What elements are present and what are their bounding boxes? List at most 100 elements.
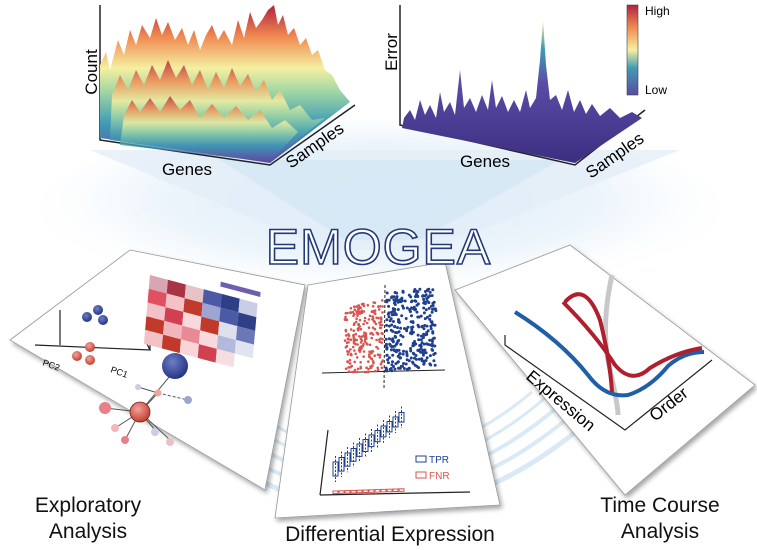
volcano-point-up (399, 342, 403, 346)
differential-content: TPR FNR (319, 284, 471, 496)
volcano-point-up (384, 337, 388, 341)
volcano-point-up (431, 288, 435, 292)
exploratory-caption-line2: Analysis (48, 520, 128, 543)
differential-caption: Differential Expression (285, 523, 495, 546)
volcano-point-down (380, 341, 384, 344)
volcano-point-down (353, 349, 356, 352)
volcano-point-up (432, 353, 436, 356)
volcano-point-down (347, 366, 350, 369)
volcano-point-down (378, 356, 382, 359)
volcano-point-up (422, 297, 426, 301)
volcano-point-up (425, 297, 429, 301)
volcano-plot (321, 284, 446, 391)
volcano-point-up (418, 287, 422, 291)
volcano-point-down (351, 345, 355, 349)
volcano-point-up (416, 323, 420, 327)
volcano-point-up (428, 338, 432, 342)
volcano-point-down (378, 326, 382, 330)
volcano-point-up (385, 369, 389, 373)
volcano-point-up (433, 323, 437, 327)
pca-points (72, 305, 108, 365)
volcano-point-up (396, 308, 400, 311)
volcano-point-down (349, 348, 352, 351)
volcano-point-down (374, 322, 378, 326)
volcano-point-down (381, 332, 384, 336)
volcano-point-up (403, 299, 407, 303)
volcano-point-down (347, 337, 350, 341)
error-surface (402, 20, 642, 163)
volcano-point-up (425, 342, 429, 346)
volcano-point-down (367, 360, 370, 363)
volcano-point-down (368, 343, 372, 347)
volcano-point-up (391, 320, 395, 323)
volcano-point-up (397, 366, 400, 370)
volcano-point-down (362, 304, 366, 308)
volcano-point-up (421, 294, 425, 298)
volcano-point-up (408, 310, 412, 314)
volcano-point-up (389, 328, 393, 332)
volcano-point-up (416, 302, 420, 306)
volcano-point-down (357, 307, 360, 310)
volcano-point-down (346, 360, 350, 364)
volcano-point-down (356, 367, 360, 371)
red-curve-2 (561, 300, 703, 378)
volcano-point-up (394, 335, 398, 339)
volcano-point-down (359, 361, 363, 364)
volcano-point-up (389, 367, 393, 370)
volcano-point-up (385, 347, 389, 351)
colorbar: High Low (626, 4, 670, 97)
volcano-point-down (373, 354, 377, 358)
volcano-point-up (427, 306, 431, 310)
volcano-point-down (363, 319, 367, 323)
volcano-point-up (385, 323, 389, 327)
volcano-point-down (355, 338, 359, 342)
volcano-point-down (376, 366, 380, 370)
volcano-point-down (360, 302, 364, 306)
volcano-point-up (427, 301, 431, 305)
volcano-point-down (371, 326, 375, 330)
volcano-point-down (363, 331, 366, 335)
volcano-point-down (379, 316, 383, 320)
volcano-point-down (344, 329, 348, 333)
volcano-point-up (387, 337, 391, 341)
exploratory-caption-line1: Exploratory (34, 494, 142, 517)
volcano-point-down (353, 305, 356, 309)
volcano-point-down (359, 341, 363, 344)
volcano-point-up (410, 306, 413, 310)
count-surface-plot: Count Genes Samples (82, 5, 356, 179)
volcano-point-up (429, 304, 433, 308)
volcano-point-up (428, 362, 432, 366)
volcano-point-down (362, 350, 366, 353)
volcano-point-down (352, 334, 355, 338)
volcano-point-up (409, 347, 413, 350)
fnr-box (362, 489, 369, 493)
volcano-point-up (420, 357, 424, 361)
volcano-point-down (377, 308, 381, 311)
volcano-point-up (423, 317, 427, 321)
volcano-point-down (356, 311, 359, 315)
volcano-point-up (395, 341, 399, 345)
volcano-point-up (409, 349, 413, 353)
volcano-point-up (395, 295, 399, 299)
legend-fnr: FNR (429, 471, 450, 482)
volcano-point-down (364, 334, 368, 337)
time-course-caption-line2: Analysis (620, 520, 700, 543)
volcano-point-up (393, 331, 397, 334)
volcano-point-down (354, 332, 358, 336)
volcano-point-down (352, 341, 356, 345)
volcano-point-up (422, 327, 426, 331)
volcano-point-up (411, 361, 415, 365)
volcano-point-up (415, 310, 419, 314)
volcano-point-up (387, 315, 391, 319)
volcano-point-up (387, 324, 391, 328)
volcano-point-up (385, 291, 389, 295)
volcano-point-up (405, 350, 408, 354)
volcano-point-down (358, 348, 362, 352)
volcano-point-down (352, 370, 356, 374)
volcano-point-up (417, 357, 421, 361)
volcano-point-down (354, 352, 358, 356)
volcano-point-up (425, 324, 429, 328)
volcano-point-up (433, 344, 437, 348)
fnr-box (350, 489, 357, 494)
volcano-point-up (407, 293, 411, 297)
